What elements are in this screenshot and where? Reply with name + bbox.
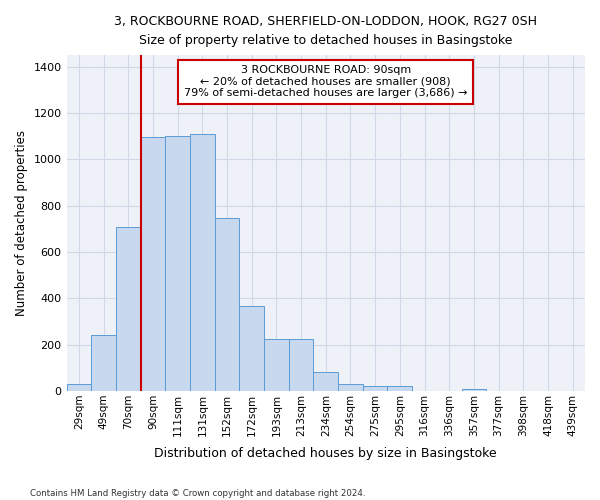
Bar bbox=[461, 388, 486, 391]
Bar bbox=[239, 306, 264, 391]
Text: Contains HM Land Registry data © Crown copyright and database right 2024.: Contains HM Land Registry data © Crown c… bbox=[30, 488, 365, 498]
Bar bbox=[140, 138, 165, 391]
X-axis label: Distribution of detached houses by size in Basingstoke: Distribution of detached houses by size … bbox=[154, 447, 497, 460]
Bar bbox=[67, 384, 91, 391]
Bar bbox=[338, 384, 363, 391]
Bar bbox=[289, 339, 313, 391]
Text: 3 ROCKBOURNE ROAD: 90sqm
← 20% of detached houses are smaller (908)
79% of semi-: 3 ROCKBOURNE ROAD: 90sqm ← 20% of detach… bbox=[184, 65, 467, 98]
Y-axis label: Number of detached properties: Number of detached properties bbox=[15, 130, 28, 316]
Bar bbox=[116, 226, 140, 391]
Title: 3, ROCKBOURNE ROAD, SHERFIELD-ON-LODDON, HOOK, RG27 0SH
Size of property relativ: 3, ROCKBOURNE ROAD, SHERFIELD-ON-LODDON,… bbox=[114, 15, 537, 47]
Bar bbox=[363, 386, 388, 391]
Bar bbox=[388, 386, 412, 391]
Bar bbox=[165, 136, 190, 391]
Bar bbox=[313, 372, 338, 391]
Bar bbox=[190, 134, 215, 391]
Bar bbox=[215, 218, 239, 391]
Bar bbox=[91, 336, 116, 391]
Bar bbox=[264, 339, 289, 391]
